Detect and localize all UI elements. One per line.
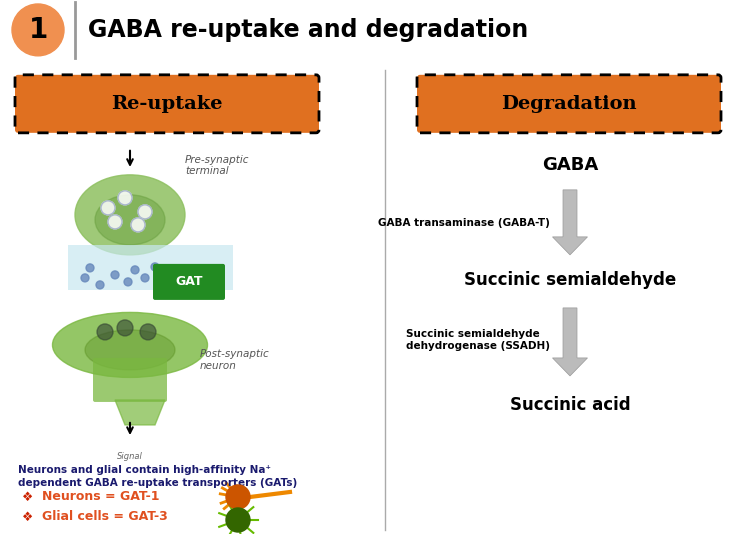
Circle shape [131,218,145,232]
Text: Succinic acid: Succinic acid [509,396,631,414]
Circle shape [118,191,132,205]
Text: GAT: GAT [175,276,203,288]
Circle shape [131,266,139,274]
Ellipse shape [75,175,185,255]
Circle shape [96,281,104,289]
Text: ❖: ❖ [22,511,34,523]
Circle shape [171,271,179,279]
Circle shape [97,324,113,340]
FancyBboxPatch shape [93,358,167,402]
Text: Neurons and glial contain high-affinity Na⁺: Neurons and glial contain high-affinity … [18,465,271,475]
Circle shape [226,508,250,532]
Ellipse shape [95,195,165,245]
Text: Pre-synaptic
terminal: Pre-synaptic terminal [185,155,250,176]
FancyArrow shape [553,190,587,255]
Circle shape [156,281,164,289]
Text: Succinic semialdehyde
dehydrogenase (SSADH): Succinic semialdehyde dehydrogenase (SSA… [406,329,550,351]
Circle shape [124,278,132,286]
Text: GABA re-uptake and degradation: GABA re-uptake and degradation [88,18,528,42]
Text: Succinic semialdehyde: Succinic semialdehyde [464,271,676,289]
Circle shape [101,201,115,215]
Text: Signal: Signal [117,452,143,461]
Circle shape [151,263,159,271]
Circle shape [108,215,122,229]
Text: Re-uptake: Re-uptake [112,95,222,113]
Circle shape [138,205,152,219]
Circle shape [141,274,149,282]
Text: 1: 1 [29,16,48,44]
Polygon shape [115,400,165,425]
Text: Neurons = GAT-1: Neurons = GAT-1 [42,491,159,504]
Circle shape [226,485,250,509]
Circle shape [86,264,94,272]
Text: Post-synaptic
neuron: Post-synaptic neuron [200,349,270,371]
FancyBboxPatch shape [68,245,233,290]
FancyBboxPatch shape [417,75,721,133]
Circle shape [12,4,64,56]
FancyBboxPatch shape [15,75,319,133]
Text: GABA transaminase (GABA-T): GABA transaminase (GABA-T) [378,218,550,228]
Circle shape [117,320,133,336]
Ellipse shape [85,330,175,370]
FancyArrow shape [553,308,587,376]
Text: Glial cells = GAT-3: Glial cells = GAT-3 [42,511,168,523]
Circle shape [140,324,156,340]
Circle shape [111,271,119,279]
Text: dependent GABA re-uptake transporters (GATs): dependent GABA re-uptake transporters (G… [18,478,297,488]
Text: ❖: ❖ [22,491,34,504]
Text: Degradation: Degradation [501,95,637,113]
Text: GABA: GABA [542,156,598,174]
FancyBboxPatch shape [153,264,225,300]
Ellipse shape [53,312,208,378]
Circle shape [81,274,89,282]
